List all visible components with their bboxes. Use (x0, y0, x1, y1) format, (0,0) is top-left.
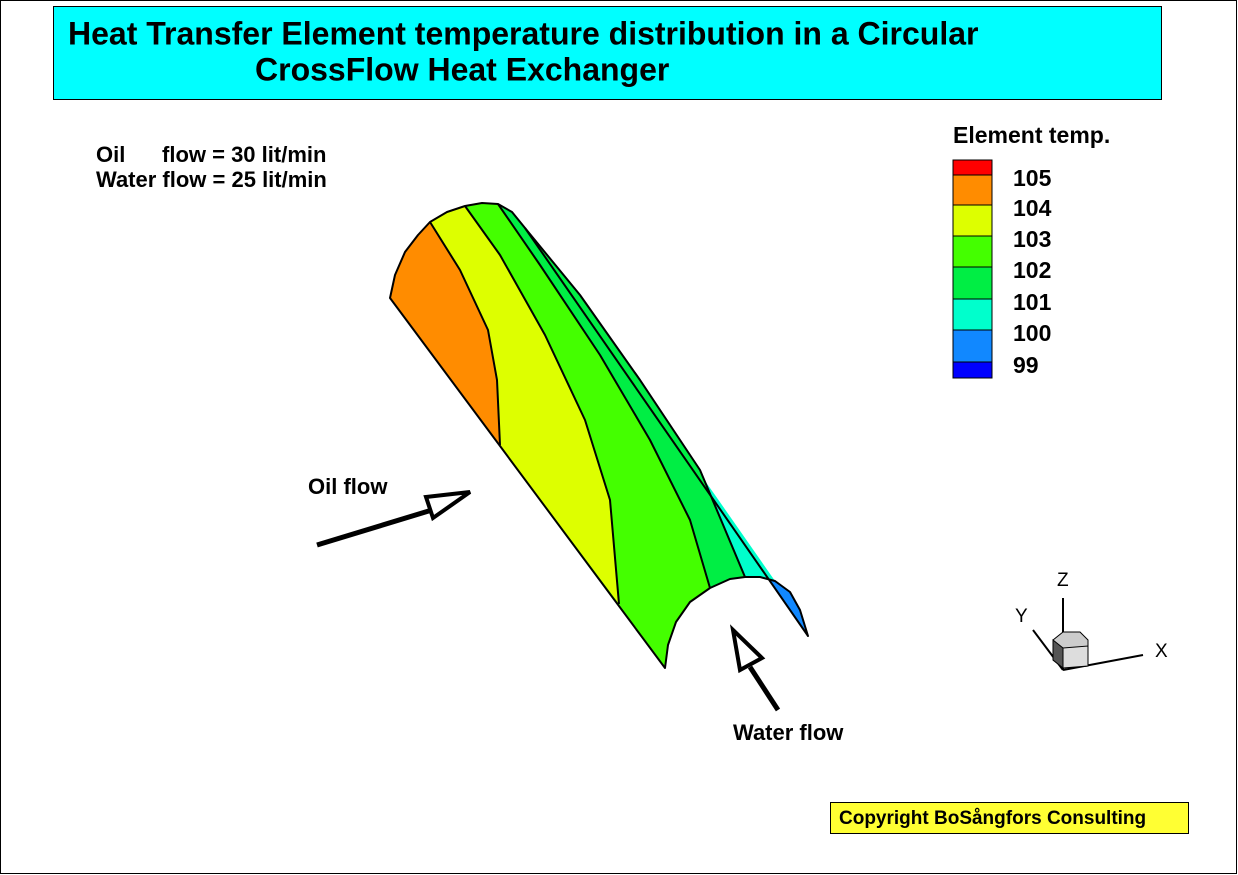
contour-line (429, 221, 501, 446)
legend-swatch (952, 361, 993, 379)
legend-swatch (952, 204, 993, 237)
title-box (53, 6, 1162, 100)
legend-swatch (952, 329, 993, 363)
water-arrow (747, 665, 781, 712)
axis-label: Z (1057, 570, 1069, 591)
outline (389, 202, 809, 669)
axis-triad: X Y Z (1015, 570, 1168, 671)
condition: Oil flow = 30 lit/min (96, 142, 326, 167)
axis-label: X (1155, 641, 1168, 662)
legend-label: 101 (1013, 289, 1052, 315)
legend-title: Element temp. (953, 122, 1110, 148)
legend-label: 103 (1013, 226, 1051, 252)
legend-label: 105 (1013, 165, 1052, 191)
oil-arrowhead (423, 490, 472, 522)
legend-label: 100 (1013, 320, 1051, 346)
legend-swatch (952, 235, 993, 268)
water-flow-label: Water flow (733, 720, 844, 745)
legend-swatch (952, 298, 993, 331)
copyright-box (830, 802, 1189, 834)
contour-line (524, 227, 746, 578)
contour-line (497, 203, 711, 589)
legend-swatch (952, 266, 993, 300)
contour-band (390, 222, 500, 445)
contour-line (464, 205, 620, 605)
oil-arrow (316, 507, 433, 548)
water-arrowhead (729, 624, 766, 674)
copyright: Copyright BoSångfors Consulting (839, 808, 1146, 829)
axis-label: Y (1015, 606, 1028, 627)
title-line: CrossFlow Heat Exchanger (255, 51, 669, 87)
legend-swatch (952, 174, 993, 206)
legend: 105 104 103 102 101 100 99 (952, 159, 1052, 379)
oil-flow-label: Oil flow (308, 474, 388, 499)
half-cylinder (389, 202, 809, 669)
legend-swatch (952, 159, 993, 176)
legend-label: 102 (1013, 257, 1051, 283)
legend-label: 99 (1013, 352, 1039, 378)
title-line: Heat Transfer Element temperature distri… (68, 15, 978, 51)
condition: Water flow = 25 lit/min (96, 167, 327, 192)
legend-label: 104 (1013, 195, 1052, 221)
